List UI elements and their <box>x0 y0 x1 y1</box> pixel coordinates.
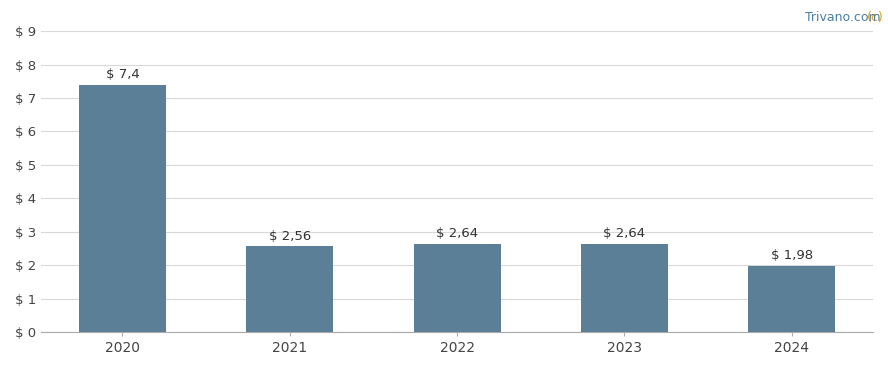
Bar <box>79 85 166 332</box>
Text: (c): (c) <box>0 11 1 24</box>
Bar <box>246 246 333 332</box>
Text: $ 2,64: $ 2,64 <box>436 228 478 240</box>
Text: $ 2,64: $ 2,64 <box>603 228 646 240</box>
Bar <box>414 244 501 332</box>
Bar <box>749 266 836 332</box>
Text: Trivano.com: Trivano.com <box>801 11 881 24</box>
Text: $ 7,4: $ 7,4 <box>106 68 139 81</box>
Text: $ 2,56: $ 2,56 <box>268 230 311 243</box>
Text: $ 1,98: $ 1,98 <box>771 249 813 262</box>
Text: (c): (c) <box>867 11 884 24</box>
Bar <box>581 244 668 332</box>
